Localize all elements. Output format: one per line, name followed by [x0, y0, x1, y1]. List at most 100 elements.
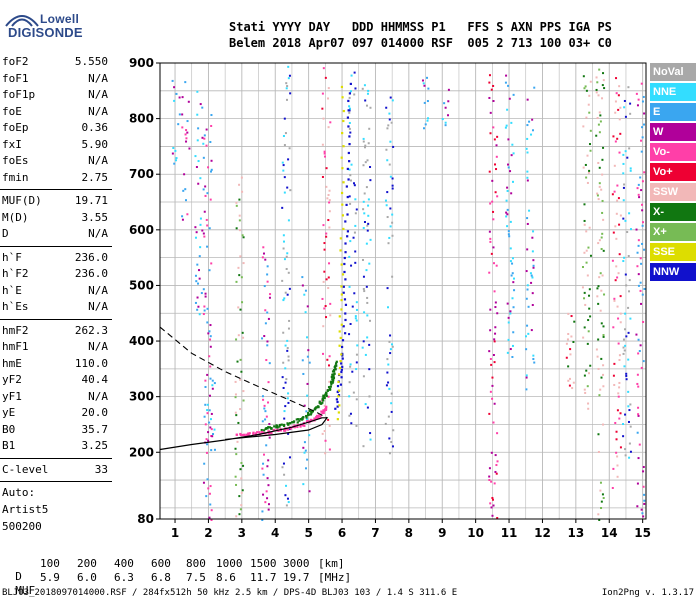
echo-dot [238, 495, 241, 498]
echo-dot [619, 295, 622, 298]
y-tick-label: 800 [129, 112, 154, 126]
echo-dot [201, 136, 204, 139]
y-tick-label: 600 [129, 223, 154, 237]
echo-dot [356, 344, 359, 347]
plot-grid [160, 63, 646, 519]
echo-dot [509, 260, 512, 263]
echo-trace-dot [346, 230, 350, 233]
echo-dot [213, 428, 216, 431]
echo-dot [640, 82, 643, 85]
echo-trace-dot [336, 405, 339, 408]
echo-trace-dot [310, 410, 313, 413]
echo-dot [204, 194, 207, 197]
echo-dot [242, 390, 245, 393]
echo-trace-dot [235, 433, 239, 436]
echo-dot [509, 247, 512, 250]
echo-dot [614, 279, 617, 282]
muf-value: 6.0 [77, 571, 97, 584]
echo-dot [641, 224, 644, 227]
echo-dot [327, 395, 330, 398]
echo-dot [444, 124, 447, 127]
echo-dot [351, 370, 354, 373]
echo-dot [283, 410, 286, 413]
echo-dot [285, 87, 288, 90]
echo-dot [196, 113, 199, 116]
echo-dot [512, 281, 515, 284]
echo-dot [641, 221, 644, 224]
echo-dot [488, 412, 491, 415]
echo-dot [616, 464, 619, 467]
echo-dot [185, 137, 188, 140]
param-label: C-level [2, 462, 49, 476]
echo-dot [637, 98, 640, 101]
echo-dot [494, 326, 497, 329]
echo-dot [267, 503, 270, 506]
echo-trace-dot [307, 413, 311, 416]
echo-dot [640, 302, 643, 305]
echo-trace-dot [282, 423, 285, 427]
echo-dot [387, 363, 390, 366]
echo-dot [301, 284, 304, 287]
echo-dot [622, 217, 625, 220]
echo-dot [288, 287, 291, 290]
muf-value: 5.9 [40, 571, 60, 584]
echo-dot [635, 92, 638, 95]
echo-dot [586, 385, 589, 388]
echo-trace-dot [332, 369, 336, 372]
echo-dot [328, 364, 331, 367]
echo-dot [639, 281, 642, 284]
echo-dot [197, 182, 200, 185]
echo-trace-dot [340, 370, 343, 374]
echo-dot [569, 377, 572, 380]
echo-dot [565, 356, 568, 359]
echo-dot [599, 481, 602, 484]
echo-dot [512, 152, 515, 155]
echo-dot [182, 189, 185, 192]
echo-dot [389, 352, 392, 355]
echo-dot [366, 301, 369, 304]
echo-dot [624, 115, 627, 118]
echo-dot [641, 136, 644, 139]
echo-dot [531, 129, 534, 132]
echo-trace-dot [349, 82, 352, 86]
echo-dot [366, 224, 369, 227]
echo-dot [643, 287, 646, 290]
echo-dot [623, 256, 626, 259]
param-value: 5.550 [74, 55, 108, 68]
echo-dot [267, 401, 270, 404]
echo-dot [286, 397, 289, 400]
echo-trace-dot [334, 364, 337, 367]
echo-dot [284, 405, 287, 408]
echo-dot [599, 388, 602, 391]
echo-dot [303, 451, 306, 454]
echo-dot [506, 225, 509, 228]
echo-dot [348, 195, 351, 198]
echo-dot [584, 85, 587, 88]
echo-dot [199, 217, 202, 220]
auto-label: Auto: [2, 486, 36, 499]
echo-dot [629, 102, 632, 105]
echo-trace-dot [347, 125, 350, 128]
echo-dot [581, 286, 584, 289]
echo-dot [637, 338, 640, 341]
x-tick-label: 4 [271, 526, 279, 540]
echo-dot [205, 218, 208, 221]
echo-dot [267, 317, 270, 320]
echo-dot [387, 124, 390, 127]
echo-dot [640, 150, 643, 153]
echo-dot [240, 461, 243, 464]
echo-dot [622, 423, 625, 426]
echo-dot [583, 388, 586, 391]
echo-dot [210, 428, 213, 431]
echo-dot [209, 426, 212, 429]
echo-dot [531, 118, 534, 121]
legend-item: SSE [650, 243, 696, 261]
echo-trace-dot [338, 389, 341, 392]
echo-dot [493, 340, 496, 343]
echo-trace-dot [347, 109, 350, 112]
echo-dot [599, 120, 602, 123]
echo-dot [532, 264, 535, 267]
echo-dot [511, 143, 514, 146]
echo-dot [239, 308, 242, 311]
echo-dot [586, 342, 589, 345]
